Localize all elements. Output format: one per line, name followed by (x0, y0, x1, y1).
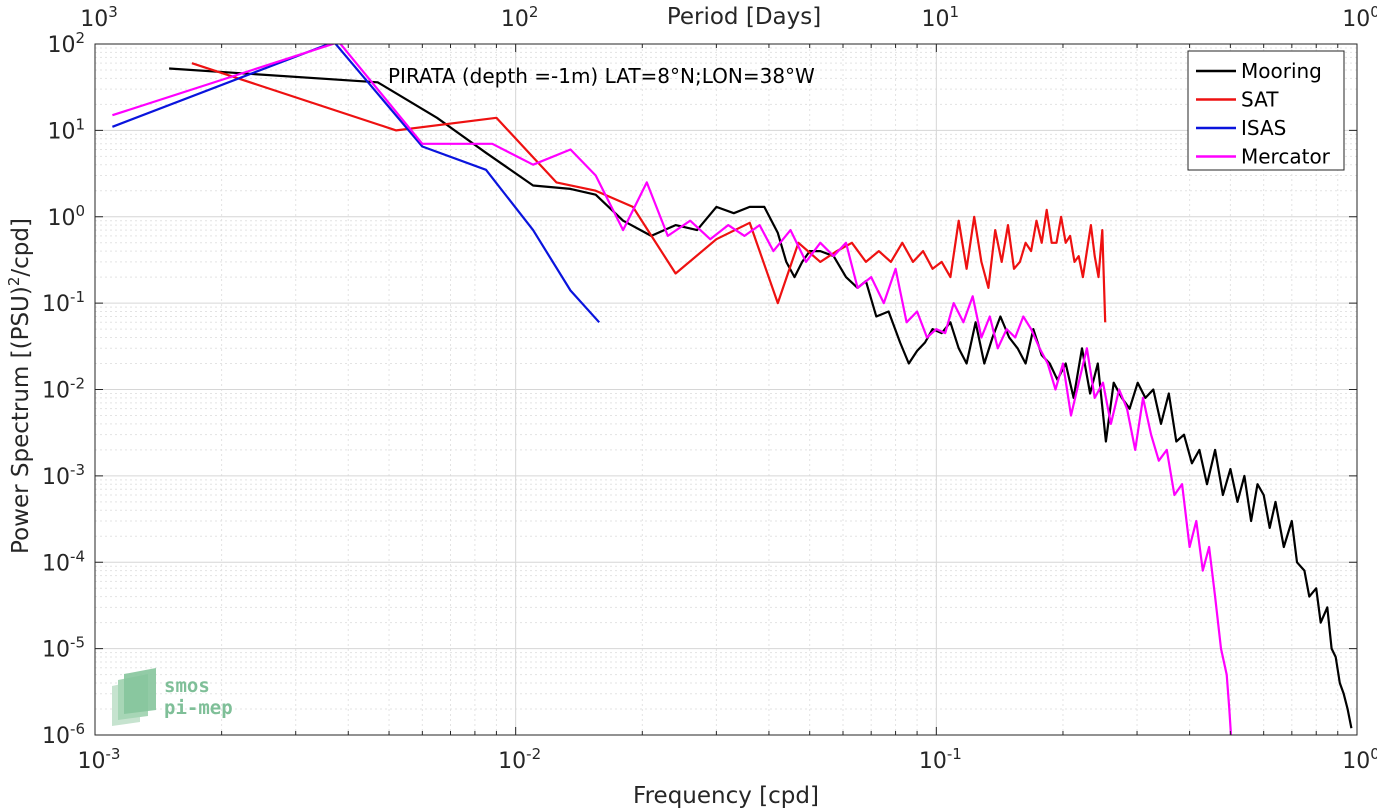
series-line-isas (112, 44, 601, 324)
x-tick-label: 10-2 (498, 745, 541, 774)
logo-layer-front (124, 668, 156, 714)
legend-label-sat: SAT (1241, 88, 1279, 112)
y-tick-label: 10-2 (42, 375, 85, 404)
x-axis-label: Frequency [cpd] (633, 783, 819, 809)
y-tick-label: 101 (47, 115, 85, 144)
y-tick-label: 10-5 (42, 634, 85, 663)
series-line-mercator (112, 44, 1233, 735)
tick-marks (94, 43, 1358, 736)
top-tick-label: 100 (1342, 3, 1377, 32)
series-line-sat (191, 62, 1107, 323)
smos-pimep-logo: smos pi-mep (112, 668, 233, 726)
chart-title: PIRATA (depth =-1m) LAT=8°N;LON=38°W (388, 64, 815, 88)
y-axis-label: Power Spectrum [(PSU)2/cpd] (5, 218, 34, 554)
x-tick-label: 100 (1342, 745, 1377, 774)
top-tick-label: 103 (80, 3, 118, 32)
series-layer (112, 44, 1353, 735)
y-tick-label: 10-6 (42, 720, 85, 749)
top-tick-label: 101 (922, 3, 960, 32)
x-tick-label: 10-3 (78, 745, 121, 774)
y-tick-label: 10-4 (42, 547, 85, 576)
logo-text-smos: smos (164, 675, 210, 697)
legend-label-mercator: Mercator (1241, 145, 1331, 169)
y-tick-label: 102 (47, 29, 85, 58)
legend: Mooring SAT ISAS Mercator (1187, 50, 1345, 171)
legend-label-mooring: Mooring (1241, 59, 1322, 83)
x-tick-label: 10-1 (919, 745, 962, 774)
top-axis-label: Period [Days] (667, 4, 821, 30)
logo-text-pimep: pi-mep (164, 697, 233, 719)
y-tick-label: 10-3 (42, 461, 85, 490)
y-tick-label: 100 (47, 202, 85, 231)
legend-label-isas: ISAS (1241, 116, 1286, 140)
y-tick-label: 10-1 (42, 288, 85, 317)
top-tick-label: 102 (501, 3, 539, 32)
